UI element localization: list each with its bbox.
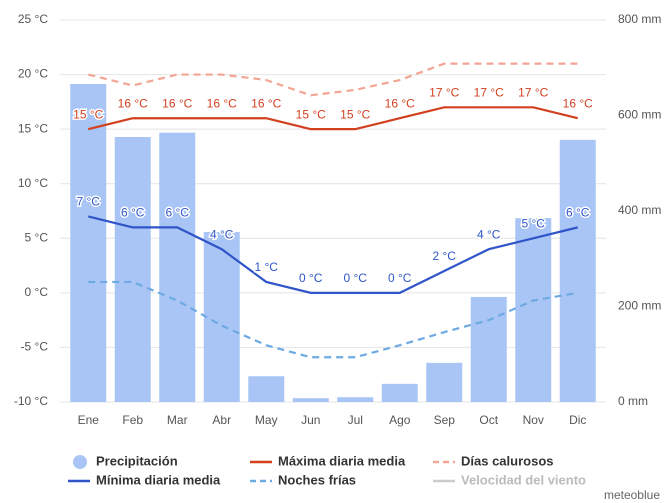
y-tick-label: 0 °C — [25, 285, 49, 299]
data-label: 17 °C — [429, 85, 459, 99]
data-label: 16 °C — [385, 96, 415, 110]
data-label: 0 °C — [388, 271, 412, 285]
bar — [70, 83, 107, 403]
legend-label: Días calurosos — [461, 453, 554, 468]
y-tick-label: 25 °C — [18, 12, 48, 26]
y2-tick-label: 400 mm — [618, 203, 661, 217]
legend-label: Precipitación — [96, 453, 178, 468]
line — [87, 106, 579, 131]
x-tick-label: Oct — [479, 413, 498, 427]
legend-label: Velocidad del viento — [461, 472, 586, 487]
data-label: 6 °C — [121, 206, 145, 220]
x-tick-label: Mar — [167, 413, 188, 427]
bar — [292, 398, 329, 402]
legend-label: Mínima diaria media — [96, 472, 221, 487]
x-tick-label: Jul — [348, 413, 363, 427]
x-tick-label: Feb — [122, 413, 143, 427]
y2-tick-label: 200 mm — [618, 299, 661, 313]
line — [88, 280, 578, 359]
data-label: 4 °C — [477, 227, 501, 241]
data-label: 4 °C — [210, 227, 234, 241]
data-label: 15 °C — [296, 107, 326, 121]
x-tick-label: Jun — [301, 413, 320, 427]
y2-tick-label: 0 mm — [618, 394, 648, 408]
y-tick-label: 15 °C — [18, 121, 48, 135]
data-label: 16 °C — [251, 96, 281, 110]
line — [87, 62, 578, 97]
data-label: 1 °C — [255, 260, 279, 274]
bar — [114, 136, 151, 403]
y-tick-label: -5 °C — [21, 340, 49, 354]
legend-label: Noches frías — [278, 472, 356, 487]
y2-tick-label: 800 mm — [618, 12, 661, 26]
y-tick-label: 20 °C — [18, 67, 48, 81]
bar — [515, 218, 552, 402]
bar — [337, 397, 374, 402]
data-label: 17 °C — [518, 85, 548, 99]
x-tick-label: Ago — [389, 413, 411, 427]
y2-tick-label: 600 mm — [618, 108, 661, 122]
watermark: meteoblue — [604, 488, 660, 502]
data-label: 6 °C — [566, 206, 590, 220]
x-tick-label: Nov — [523, 413, 544, 427]
x-tick-label: Sep — [434, 413, 456, 427]
bar — [248, 376, 285, 402]
legend-label: Máxima diaria media — [278, 453, 406, 468]
data-label: 0 °C — [299, 271, 323, 285]
bar — [159, 132, 196, 402]
x-tick-label: Dic — [569, 413, 586, 427]
data-label: 2 °C — [433, 249, 457, 263]
legend-swatch — [73, 455, 87, 469]
data-label: 16 °C — [207, 96, 237, 110]
data-label: 0 °C — [344, 271, 368, 285]
data-label: 6 °C — [166, 206, 190, 220]
x-tick-label: Ene — [78, 413, 100, 427]
bar — [559, 139, 596, 403]
y-tick-label: 10 °C — [18, 176, 48, 190]
data-label: 16 °C — [563, 96, 593, 110]
line — [87, 215, 579, 294]
data-label: 17 °C — [474, 85, 504, 99]
data-label: 15 °C — [73, 107, 103, 121]
bar — [470, 296, 507, 402]
x-tick-label: Abr — [212, 413, 231, 427]
bar — [381, 383, 418, 402]
y-tick-label: 5 °C — [25, 230, 49, 244]
bar — [426, 362, 463, 402]
data-label: 5 °C — [522, 216, 546, 230]
data-label: 7 °C — [77, 195, 101, 209]
data-label: 16 °C — [162, 96, 192, 110]
bar — [203, 232, 240, 402]
data-label: 16 °C — [118, 96, 148, 110]
x-tick-label: May — [255, 413, 278, 427]
data-label: 15 °C — [340, 107, 370, 121]
y-tick-label: -10 °C — [14, 394, 48, 408]
